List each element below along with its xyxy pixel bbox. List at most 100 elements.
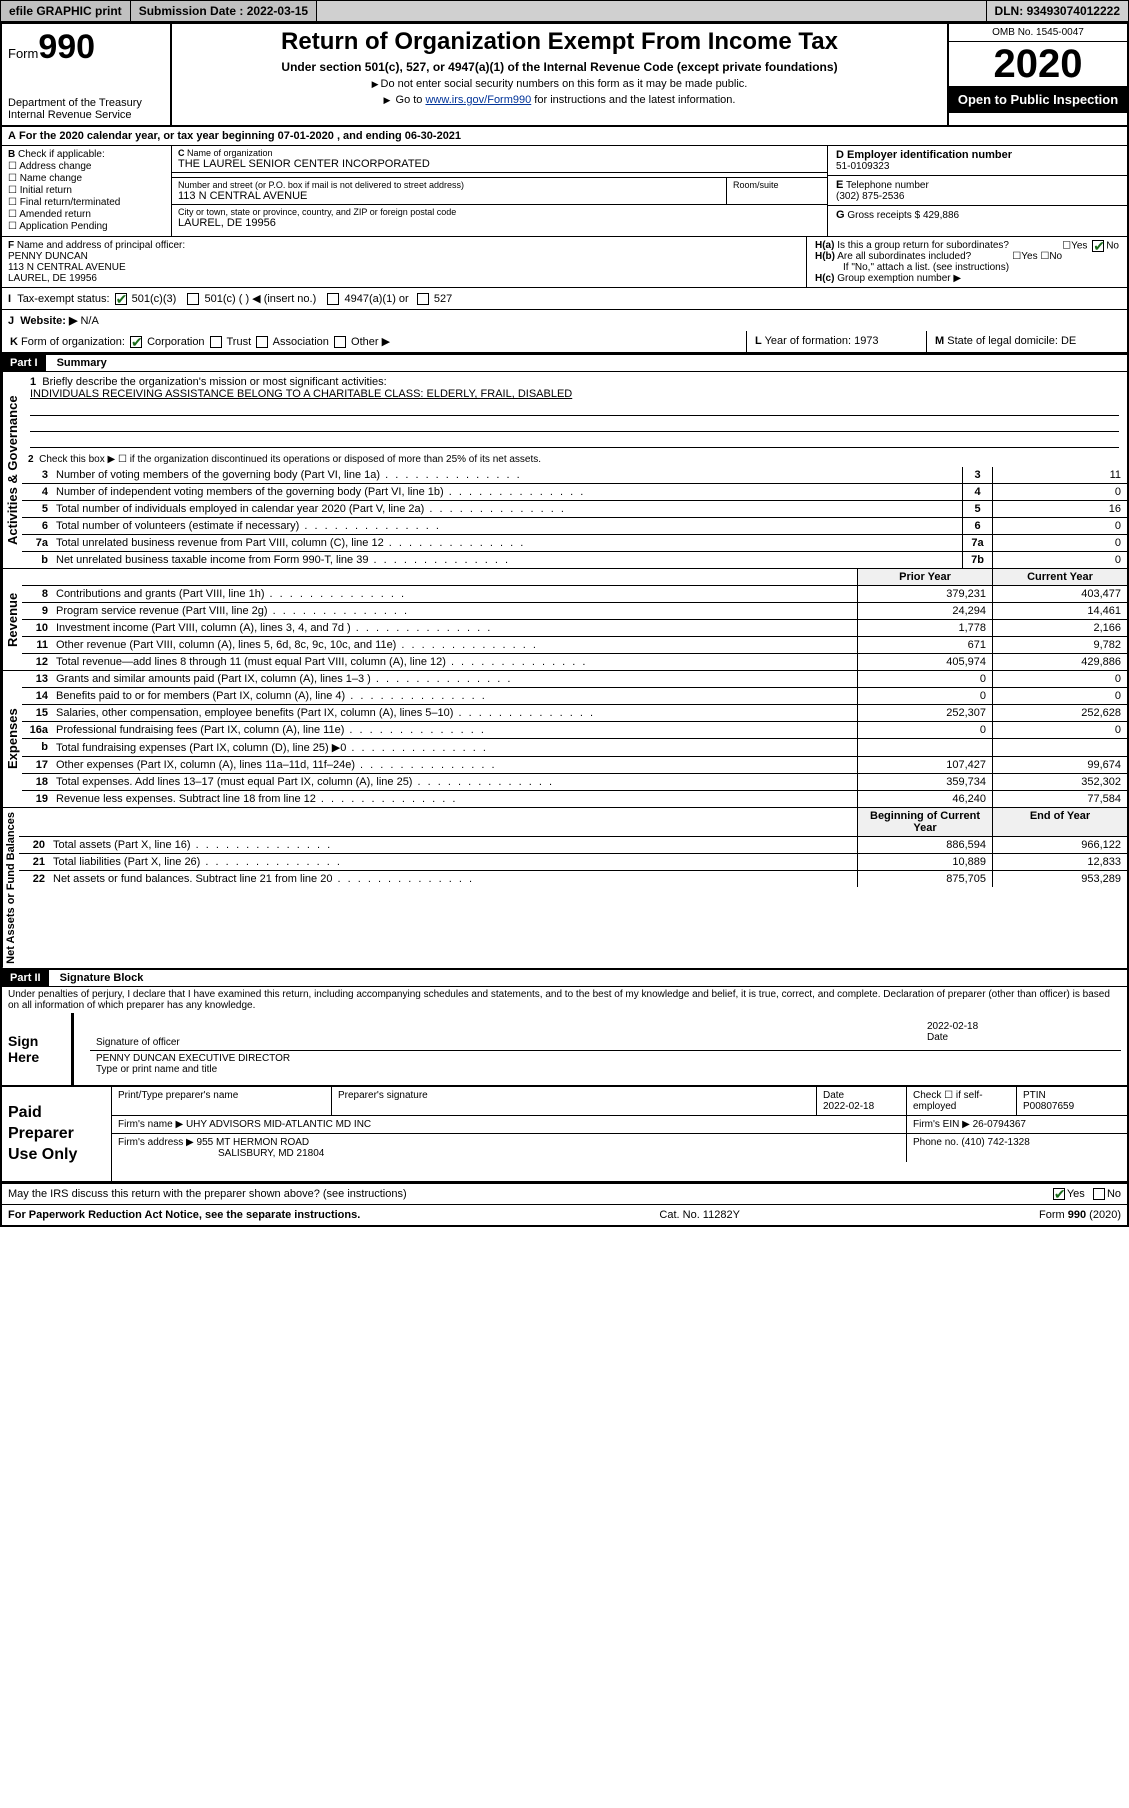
data-row-16a: 16a Professional fundraising fees (Part … [22, 722, 1127, 739]
data-row-11: 11 Other revenue (Part VIII, column (A),… [22, 637, 1127, 654]
city-label: City or town, state or province, country… [178, 207, 821, 217]
gov-row-b: b Net unrelated business taxable income … [22, 552, 1127, 568]
discuss-question: May the IRS discuss this return with the… [8, 1188, 407, 1200]
hb-yes[interactable]: Yes [1021, 251, 1037, 262]
tax-period: For the 2020 calendar year, or tax year … [19, 130, 461, 142]
part-ii-title: Signature Block [52, 970, 152, 986]
ha-no: No [1106, 241, 1119, 252]
chk-corporation[interactable] [130, 336, 142, 348]
hb-label: Are all subordinates included? [837, 251, 971, 262]
chk-501c3[interactable] [115, 293, 127, 305]
sign-here-label: Sign Here [2, 1013, 72, 1085]
chk-other[interactable] [334, 336, 346, 348]
discuss-no: No [1107, 1188, 1121, 1200]
gov-row-6: 6 Total number of volunteers (estimate i… [22, 518, 1127, 535]
side-netassets: Net Assets or Fund Balances [2, 808, 19, 968]
chk-name-change[interactable]: ☐ Name change [8, 173, 165, 184]
line-a: A For the 2020 calendar year, or tax yea… [2, 127, 1127, 146]
page-footer: For Paperwork Reduction Act Notice, see … [2, 1204, 1127, 1225]
prep-name-label: Print/Type preparer's name [112, 1087, 332, 1115]
omb-number: OMB No. 1545-0047 [949, 24, 1127, 42]
summary-expenses: Expenses 13 Grants and similar amounts p… [2, 671, 1127, 808]
data-row-9: 9 Program service revenue (Part VIII, li… [22, 603, 1127, 620]
form-subtitle: Under section 501(c), 527, or 4947(a)(1)… [180, 60, 939, 74]
tax-year: 2020 [949, 42, 1127, 86]
box-b-label: Check if applicable: [18, 149, 105, 160]
tax-status-label: Tax-exempt status: [17, 293, 109, 305]
org-name-label: Name of organization [187, 148, 273, 158]
chk-trust[interactable] [210, 336, 222, 348]
ptin-label: PTIN [1023, 1090, 1046, 1101]
sig-date-label: Date [927, 1032, 1115, 1043]
discuss-no-check[interactable] [1093, 1188, 1105, 1200]
cat-number: Cat. No. 11282Y [659, 1209, 740, 1221]
box-c: C Name of organization THE LAUREL SENIOR… [172, 146, 827, 236]
gov-row-3: 3 Number of voting members of the govern… [22, 467, 1127, 484]
treasury-dept: Department of the Treasury [8, 97, 164, 109]
ha-label: Is this a group return for subordinates? [837, 240, 1009, 251]
dln-value: 93493074012222 [1027, 4, 1120, 18]
data-row-14: 14 Benefits paid to or for members (Part… [22, 688, 1127, 705]
firm-name-value: UHY ADVISORS MID-ATLANTIC MD INC [186, 1119, 371, 1130]
data-row-20: 20 Total assets (Part X, line 16) 886,59… [19, 837, 1127, 854]
data-row-17: 17 Other expenses (Part IX, column (A), … [22, 757, 1127, 774]
chk-501c[interactable] [187, 293, 199, 305]
gov-row-7a: 7a Total unrelated business revenue from… [22, 535, 1127, 552]
row-k-l-m: K Form of organization: Corporation Trus… [2, 331, 1127, 354]
instructions-link-line: Go to www.irs.gov/Form990 for instructio… [180, 94, 939, 106]
q1-label: Briefly describe the organization's miss… [42, 376, 386, 388]
sig-date-value: 2022-02-18 [927, 1021, 1115, 1032]
form-990-number: 990 [38, 28, 95, 66]
chk-4947[interactable] [327, 293, 339, 305]
gross-value: 429,886 [923, 210, 959, 221]
sig-printed-name: PENNY DUNCAN EXECUTIVE DIRECTOR [96, 1053, 1115, 1064]
discuss-line: May the IRS discuss this return with the… [2, 1183, 1127, 1204]
discuss-yes-check[interactable] [1053, 1188, 1065, 1200]
phone-label: Telephone number [846, 180, 929, 191]
summary-netassets: Net Assets or Fund Balances Beginning of… [2, 808, 1127, 969]
opt-assoc: Association [273, 336, 329, 348]
officer-addr1: 113 N CENTRAL AVENUE [8, 262, 126, 273]
chk-initial-return[interactable]: ☐ Initial return [8, 185, 165, 196]
mission-line-2 [30, 402, 1119, 416]
firm-addr-label: Firm's address ▶ [118, 1137, 194, 1148]
penalty-statement: Under penalties of perjury, I declare th… [2, 987, 1127, 1013]
chk-final-return[interactable]: ☐ Final return/terminated [8, 197, 165, 208]
side-governance: Activities & Governance [2, 372, 22, 568]
col-prior: Prior Year [857, 569, 992, 585]
row-f-h: F Name and address of principal officer:… [2, 237, 1127, 288]
data-row-18: 18 Total expenses. Add lines 13–17 (must… [22, 774, 1127, 791]
form-ref: Form 990 (2020) [1039, 1209, 1121, 1221]
firm-name-label: Firm's name ▶ [118, 1119, 183, 1130]
chk-amended-return[interactable]: ☐ Amended return [8, 209, 165, 220]
data-row-13: 13 Grants and similar amounts paid (Part… [22, 671, 1127, 688]
domicile-label: State of legal domicile: [947, 335, 1058, 347]
header-left: Form990 Department of the Treasury Inter… [2, 24, 172, 125]
goto-text: Go to [396, 94, 426, 106]
irs-link[interactable]: www.irs.gov/Form990 [425, 94, 531, 106]
irs-dept: Internal Revenue Service [8, 109, 164, 121]
mission-line-4 [30, 434, 1119, 448]
street-value: 113 N CENTRAL AVENUE [178, 190, 720, 202]
chk-527[interactable] [417, 293, 429, 305]
paid-preparer-block: Paid Preparer Use Only Print/Type prepar… [2, 1087, 1127, 1183]
prep-selfemp[interactable]: Check ☐ if self-employed [907, 1087, 1017, 1115]
hb-no[interactable]: No [1049, 251, 1062, 262]
lines-i-j: I Tax-exempt status: 501(c)(3) 501(c) ( … [2, 288, 1127, 331]
ha-no-check[interactable] [1092, 240, 1104, 252]
officer-name: PENNY DUNCAN [8, 251, 88, 262]
chk-address-change[interactable]: ☐ Address change [8, 161, 165, 172]
chk-application-pending[interactable]: ☐ Application Pending [8, 221, 165, 232]
form-org-label: Form of organization: [21, 336, 125, 348]
chk-association[interactable] [256, 336, 268, 348]
part-i-title: Summary [49, 355, 115, 371]
data-row-15: 15 Salaries, other compensation, employe… [22, 705, 1127, 722]
side-expenses: Expenses [2, 671, 22, 807]
header-middle: Return of Organization Exempt From Incom… [172, 24, 947, 125]
part-ii-header: Part II Signature Block [2, 969, 1127, 987]
ha-yes[interactable]: Yes [1071, 241, 1087, 252]
efile-print-button[interactable]: efile GRAPHIC print [1, 1, 131, 21]
mission-text: INDIVIDUALS RECEIVING ASSISTANCE BELONG … [30, 388, 572, 400]
hb-note: If "No," attach a list. (see instruction… [815, 262, 1119, 273]
year-formation-label: Year of formation: [765, 335, 851, 347]
